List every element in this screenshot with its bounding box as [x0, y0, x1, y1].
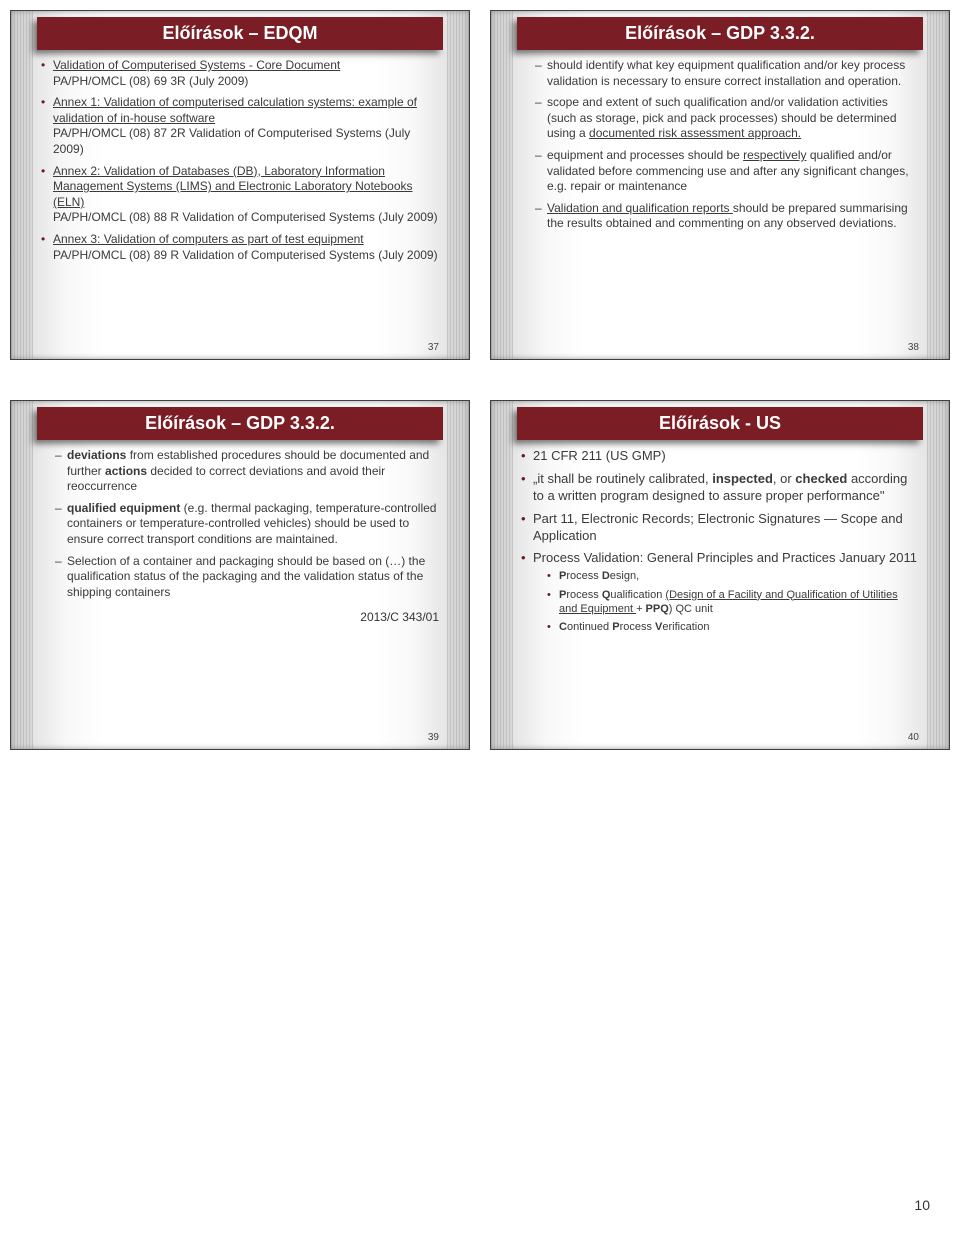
dash-item: deviations from established procedures s…	[55, 448, 439, 495]
book-spine-left	[491, 11, 513, 359]
bold-text: qualified equipment	[67, 501, 180, 515]
slide-grid: Előírások – EDQM Validation of Computeri…	[0, 0, 960, 790]
page-footer-number: 10	[914, 1197, 930, 1213]
slide-title: Előírások – GDP 3.3.2.	[145, 413, 335, 433]
book-spine-right	[927, 11, 949, 359]
bullet-item: 21 CFR 211 (US GMP)	[521, 448, 919, 465]
u-text: Validation and qualification reports	[547, 201, 733, 215]
book-spine-right	[447, 11, 469, 359]
slide-40: Előírások - US 21 CFR 211 (US GMP) „it s…	[490, 400, 950, 750]
bullet-item: Annex 1: Validation of computerised calc…	[41, 95, 439, 157]
dash-item: should identify what key equipment quali…	[535, 58, 919, 89]
t: ) QC unit	[669, 603, 713, 615]
sub-bullet: Process Design,	[547, 569, 919, 583]
body-text: equipment and processes should be	[547, 148, 743, 162]
slide-title-bar: Előírások - US	[517, 407, 923, 440]
bold-text: checked	[795, 471, 847, 486]
body-text: 21 CFR 211 (US GMP)	[533, 448, 666, 463]
reference-label: 2013/C 343/01	[41, 610, 439, 626]
slide-number: 38	[908, 342, 919, 353]
bullet-item: Annex 3: Validation of computers as part…	[41, 232, 439, 263]
slide-37: Előírások – EDQM Validation of Computeri…	[10, 10, 470, 360]
bold-text: inspected	[712, 471, 773, 486]
t: erification	[662, 621, 709, 633]
body-text: PA/PH/OMCL (08) 69 3R (July 2009)	[53, 74, 248, 88]
bullet-item: Annex 2: Validation of Databases (DB), L…	[41, 164, 439, 226]
b: P	[612, 621, 619, 633]
dash-item: equipment and processes should be respec…	[535, 148, 919, 195]
u-text: documented risk assessment approach.	[589, 126, 801, 140]
t: rocess	[620, 621, 655, 633]
sub-bullet: Process Qualification (Design of a Facil…	[547, 588, 919, 617]
u-text: respectively	[743, 148, 806, 162]
slide-content: should identify what key equipment quali…	[521, 58, 919, 232]
slide-39: Előírások – GDP 3.3.2. deviations from e…	[10, 400, 470, 750]
slide-title-bar: Előírások – EDQM	[37, 17, 443, 50]
body-text: PA/PH/OMCL (08) 88 R Validation of Compu…	[53, 210, 438, 224]
t: +	[636, 603, 645, 615]
t: ualification	[610, 589, 665, 601]
body-text: Selection of a container and packaging s…	[67, 554, 425, 599]
dash-item: Selection of a container and packaging s…	[55, 554, 439, 601]
body-text: PA/PH/OMCL (08) 89 R Validation of Compu…	[53, 248, 438, 262]
bullet-item: Process Validation: General Principles a…	[521, 550, 919, 634]
bold-text: deviations	[67, 448, 126, 462]
sub-bullet: Continued Process Verification	[547, 620, 919, 634]
slide-content: deviations from established procedures s…	[41, 448, 439, 626]
slide-number: 39	[428, 732, 439, 743]
slide-title: Előírások – GDP 3.3.2.	[625, 23, 815, 43]
slide-title-bar: Előírások – GDP 3.3.2.	[37, 407, 443, 440]
link-text: Annex 2: Validation of Databases (DB), L…	[53, 164, 413, 209]
slide-title: Előírások - US	[659, 413, 781, 433]
b: D	[602, 570, 610, 582]
bullet-item: Validation of Computerised Systems - Cor…	[41, 58, 439, 89]
link-text: Validation of Computerised Systems - Cor…	[53, 58, 340, 72]
slide-number: 40	[908, 732, 919, 743]
link-text: Annex 1: Validation of computerised calc…	[53, 95, 417, 125]
slide-content: 21 CFR 211 (US GMP) „it shall be routine…	[521, 448, 919, 635]
bullet-item: „it shall be routinely calibrated, inspe…	[521, 471, 919, 505]
bullet-item: Part 11, Electronic Records; Electronic …	[521, 511, 919, 545]
slide-title-bar: Előírások – GDP 3.3.2.	[517, 17, 923, 50]
book-spine-left	[11, 401, 33, 749]
slide-title: Előírások – EDQM	[162, 23, 317, 43]
slide-number: 37	[428, 342, 439, 353]
body-text: should identify what key equipment quali…	[547, 58, 905, 88]
link-text: Annex 3: Validation of computers as part…	[53, 232, 364, 246]
b: PPQ	[646, 603, 669, 615]
body-text: PA/PH/OMCL (08) 87 2R Validation of Comp…	[53, 126, 410, 156]
t: ontinued	[567, 621, 612, 633]
t: esign,	[610, 570, 639, 582]
t: rocess	[566, 570, 601, 582]
body-text: „it shall be routinely calibrated,	[533, 471, 712, 486]
b: C	[559, 621, 567, 633]
body-text: Process Validation: General Principles a…	[533, 550, 917, 565]
body-text: Part 11, Electronic Records; Electronic …	[533, 511, 903, 543]
bold-text: actions	[105, 464, 147, 478]
slide-38: Előírások – GDP 3.3.2. should identify w…	[490, 10, 950, 360]
body-text: , or	[773, 471, 795, 486]
book-spine-left	[11, 11, 33, 359]
t: rocess	[566, 589, 601, 601]
dash-item: Validation and qualification reports sho…	[535, 201, 919, 232]
book-spine-left	[491, 401, 513, 749]
book-spine-right	[447, 401, 469, 749]
book-spine-right	[927, 401, 949, 749]
dash-item: scope and extent of such qualification a…	[535, 95, 919, 142]
slide-content: Validation of Computerised Systems - Cor…	[41, 58, 439, 263]
dash-item: qualified equipment (e.g. thermal packag…	[55, 501, 439, 548]
